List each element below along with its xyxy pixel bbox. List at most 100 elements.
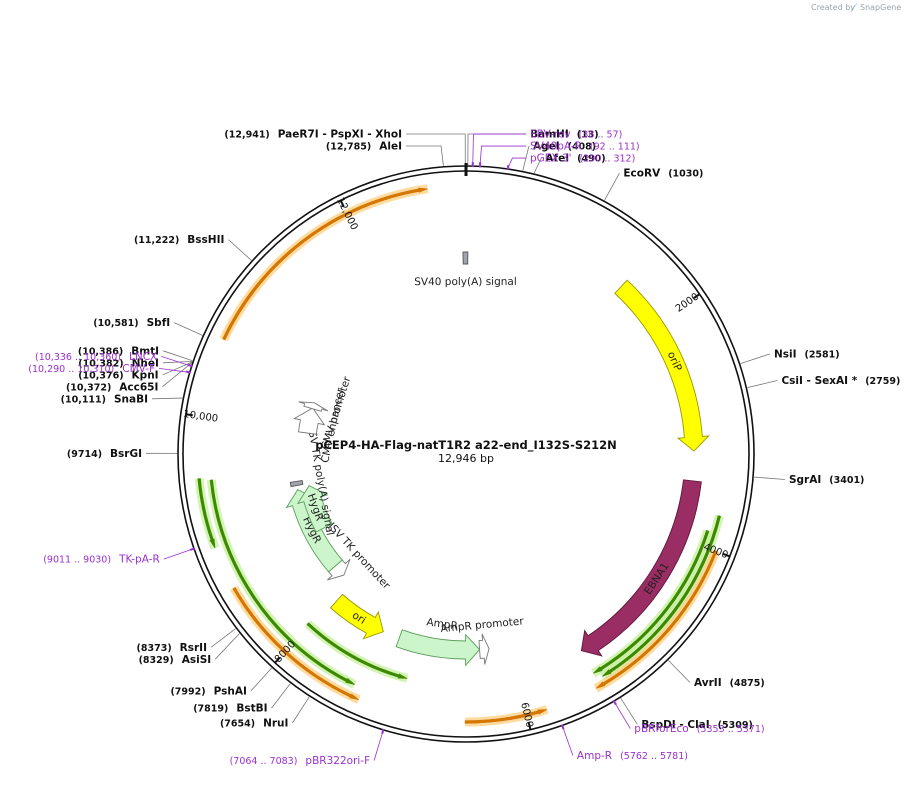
site-name: SgrAI (789, 474, 821, 486)
site-label[interactable]: (8329) AsiSI (139, 654, 212, 666)
site-position: (13) (577, 130, 599, 141)
primer-pbrforeco[interactable]: pBRforEco (5353 .. 5371) (612, 699, 765, 735)
site-bmti[interactable]: (10,386) BmtI (78, 345, 193, 362)
site-afei[interactable]: AfeI (490) (533, 153, 606, 174)
site-name: (10,376) (78, 370, 123, 381)
site-label[interactable]: SgrAI (3401) (789, 474, 864, 486)
site-leader (162, 360, 193, 364)
feature-shape[interactable] (289, 479, 304, 488)
site-label[interactable]: AgeI (408) (533, 141, 596, 153)
site-bstbi[interactable]: (7819) BstBI (193, 683, 291, 715)
site-label[interactable]: (10,372) Acc65I (66, 381, 158, 393)
primer-pbr322ori-f[interactable]: (7064 .. 7083) pBR322ori-F (230, 728, 385, 767)
primer-cmv-f[interactable]: (10,290 .. 10,310) CMV-F (28, 363, 191, 375)
site-rsrii[interactable]: (8373) RsrII (137, 628, 236, 654)
site-nsii[interactable]: NsiI (2581) (740, 348, 840, 364)
feature-shape[interactable] (462, 251, 469, 265)
site-sgrai[interactable]: SgrAI (3401) (754, 474, 864, 486)
site-label[interactable]: (10,581) SbfI (93, 317, 170, 329)
primer-sv40pa-r[interactable]: SV40pA-R (92 .. 111) (478, 141, 640, 168)
primer-label[interactable]: SV40pA-R (92 .. 111) (530, 141, 640, 153)
site-label[interactable]: BamHI (13) (530, 129, 599, 141)
feature-ampr-4[interactable]: AmpR (395, 616, 481, 667)
primer-label[interactable]: Amp-R (5762 .. 5781) (577, 750, 688, 762)
site-avrii[interactable]: AvrII (4875) (668, 660, 765, 689)
primer-label[interactable]: (10,336 .. 10,360) LNCX (35, 351, 157, 363)
site-alei[interactable]: (12,785) AleI (326, 141, 444, 166)
site-name: AfeI (545, 153, 569, 165)
site-label[interactable]: (7992) PshAI (170, 685, 246, 697)
feature-shape[interactable] (298, 401, 329, 412)
site-sbfi[interactable]: (10,581) SbfI (93, 317, 203, 336)
orf-9 (194, 478, 220, 550)
orf-arrow (209, 479, 355, 685)
site-csii-sexai[interactable]: CsiI - SexAI * (2759) (747, 375, 900, 389)
site-label[interactable]: (10,386) BmtI (78, 345, 159, 357)
site-label[interactable]: (12,785) AleI (326, 141, 402, 153)
site-bsrgi[interactable]: (9714) BsrGI (67, 448, 178, 460)
tick-mark (339, 199, 345, 208)
primer-name: Amp-R (577, 750, 612, 762)
feature-shape[interactable] (395, 629, 481, 667)
site-acc65i[interactable]: (10,372) Acc65I (66, 362, 193, 394)
primer-label[interactable]: (7064 .. 7083) pBR322ori-F (230, 755, 371, 767)
primer-label[interactable]: pGEX 3' (290 .. 312) (530, 153, 635, 165)
feature-shape[interactable] (580, 479, 702, 657)
primer-position: CMV-F (122, 363, 155, 375)
primer-tk-pa-r[interactable]: (9011 .. 9030) TK-pA-R (43, 547, 196, 566)
site-label[interactable]: NsiI (2581) (774, 348, 840, 360)
feature-sv40-poly-a-signal-12[interactable]: SV40 poly(A) signal (414, 251, 517, 288)
site-label[interactable]: (9714) BsrGI (67, 448, 142, 460)
site-nhei[interactable]: (10,382) NheI (78, 357, 193, 369)
orf-arrow (222, 187, 428, 341)
site-label[interactable]: (10,111) SnaBI (61, 393, 148, 405)
primer-lncx[interactable]: (10,336 .. 10,360) LNCX (35, 351, 193, 368)
site-leader (668, 660, 691, 683)
feature-hygr-8[interactable]: HygR (296, 485, 333, 533)
site-label[interactable]: BspDI - ClaI (5309) (641, 719, 752, 731)
site-label[interactable]: (7819) BstBI (193, 703, 267, 715)
site-paer7i-pspxi-xhoi[interactable]: (12,941) PaeR7I - PspXI - XhoI (224, 129, 466, 166)
primer-pgex-3[interactable]: pGEX 3' (290 .. 312) (506, 153, 636, 171)
primer-ebv-rev[interactable]: EBV-rev (38 .. 57) (471, 129, 623, 168)
site-ecorv[interactable]: EcoRV (1030) (604, 168, 704, 201)
feature-orip-1[interactable]: oriP (614, 279, 710, 452)
site-asisi[interactable]: (8329) AsiSI (139, 633, 240, 666)
site-pshai[interactable]: (7992) PshAI (170, 667, 273, 697)
feature-shape[interactable] (614, 279, 710, 452)
primer-label[interactable]: pBRforEco (5353 .. 5371) (634, 723, 764, 735)
site-label[interactable]: CsiI - SexAI * (2759) (781, 375, 900, 387)
site-label[interactable]: AfeI (490) (545, 153, 605, 165)
primer-marker (185, 370, 191, 374)
site-snabi[interactable]: (10,111) SnaBI (61, 393, 183, 405)
site-kpni[interactable]: (10,376) KpnI (78, 361, 193, 381)
primer-label[interactable]: (10,290 .. 10,310) CMV-F (28, 363, 155, 375)
site-name: (8329) (139, 655, 174, 666)
primer-amp-r[interactable]: Amp-R (5762 .. 5781) (560, 724, 688, 763)
feature-shape[interactable] (293, 407, 326, 435)
site-label[interactable]: (11,222) BssHII (134, 234, 224, 246)
site-label[interactable]: (10,376) KpnI (78, 369, 158, 381)
primer-label[interactable]: (9011 .. 9030) TK-pA-R (43, 554, 160, 566)
feature-ori-5[interactable]: ori (329, 593, 384, 640)
site-label[interactable]: AvrII (4875) (694, 677, 765, 689)
feature-shape[interactable] (327, 559, 351, 581)
site-label[interactable]: EcoRV (1030) (623, 168, 703, 180)
site-label[interactable]: (8373) RsrII (137, 642, 207, 654)
site-label[interactable]: (10,382) NheI (78, 357, 159, 369)
site-nrui[interactable]: (7654) NruI (220, 696, 310, 730)
site-leader (604, 172, 620, 201)
site-bspdi-clai[interactable]: BspDI - ClaI (5309) (620, 697, 753, 731)
site-label[interactable]: (7654) NruI (220, 717, 288, 729)
site-label[interactable]: (12,941) PaeR7I - PspXI - XhoI (224, 129, 402, 141)
primer-marker (612, 699, 617, 706)
primer-label[interactable]: EBV-rev (38 .. 57) (530, 129, 622, 141)
site-bsshii[interactable]: (11,222) BssHII (134, 234, 252, 261)
feature-shape[interactable] (478, 633, 490, 665)
primer-marker (560, 724, 565, 730)
feature-shape[interactable] (329, 593, 384, 640)
site-position: RsrII (180, 642, 207, 654)
feature-ebna1-2[interactable]: EBNA1 (580, 479, 702, 657)
site-name: (8373) (137, 643, 172, 654)
feature-shape[interactable] (296, 485, 333, 533)
